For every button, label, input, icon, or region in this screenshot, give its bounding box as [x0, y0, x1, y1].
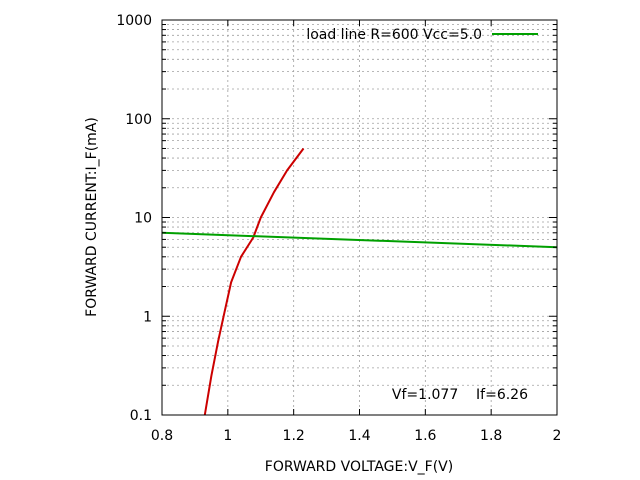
y-tick-label: 0.1 [130, 408, 152, 424]
y-tick-label: 1 [143, 309, 152, 325]
legend-label-load-line: load line R=600 Vcc=5.0 [306, 27, 482, 43]
grid [162, 20, 557, 415]
y-tick-label: 1000 [116, 13, 152, 29]
x-tick-label: 1.2 [283, 428, 305, 444]
ticks [161, 20, 558, 416]
operating-point-annotation: Vf=1.077 If=6.26 [392, 387, 528, 403]
x-tick-label: 1.6 [414, 428, 436, 444]
series-diode-curve [203, 147, 305, 416]
x-tick-label: 1 [223, 428, 232, 444]
x-axis-label: FORWARD VOLTAGE:V_F(V) [265, 459, 453, 475]
y-tick-label: 100 [125, 112, 152, 128]
series-load-line [161, 231, 558, 249]
series-layer [161, 147, 558, 416]
x-tick-label: 1.4 [348, 428, 370, 444]
y-tick-labels: 0.1 1 10 100 1000 [116, 13, 152, 424]
y-tick-label: 10 [134, 211, 152, 227]
y-axis-label: FORWARD CURRENT:I_F(mA) [84, 117, 100, 317]
legend: load line R=600 Vcc=5.0 [306, 27, 538, 43]
x-tick-label: 0.8 [151, 428, 173, 444]
x-tick-labels: 0.8 1 1.2 1.4 1.6 1.8 2 [151, 428, 562, 444]
x-tick-label: 2 [553, 428, 562, 444]
x-tick-label: 1.8 [480, 428, 502, 444]
